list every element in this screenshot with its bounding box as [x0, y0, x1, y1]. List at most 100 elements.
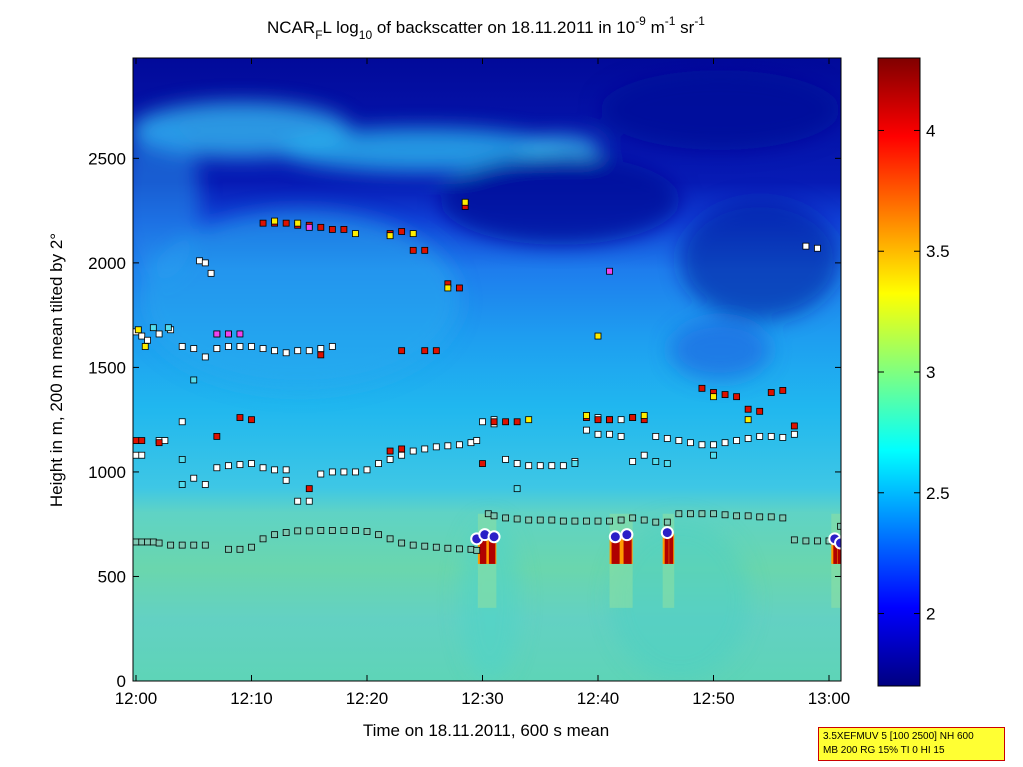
resid-marker-42: [606, 430, 613, 438]
cyan-marker-8: [663, 460, 671, 467]
plot-frame: [132, 57, 842, 682]
upper-marker-8: [213, 345, 221, 352]
resid-marker-40: [583, 426, 590, 434]
magenta-marker-1: [224, 330, 232, 338]
bl-marker-14: [282, 529, 290, 536]
bl-marker-8: [201, 541, 209, 549]
red-marker-16: [305, 485, 313, 493]
red-marker-30: [502, 418, 510, 426]
resid-marker-33: [502, 455, 510, 463]
bl-marker-3: [149, 538, 157, 546]
upper-marker-29: [802, 242, 810, 250]
bl-marker-0: [133, 538, 140, 546]
resid-marker-30: [467, 439, 475, 447]
red-marker-6: [236, 414, 244, 421]
cyan-marker-4: [178, 455, 186, 463]
bl-marker-27: [432, 543, 440, 551]
red-marker-7: [248, 416, 255, 424]
bl-marker-1: [138, 538, 146, 546]
yellow-marker-2: [271, 217, 279, 225]
bl-marker-13: [271, 531, 279, 539]
yellow-marker-10: [583, 412, 590, 419]
bl-marker-23: [386, 535, 394, 543]
upper-marker-9: [224, 343, 232, 350]
red-marker-20: [432, 347, 440, 355]
resid-marker-3: [161, 437, 169, 444]
colorbar: [877, 57, 921, 687]
resid-marker-58: [790, 430, 798, 438]
red-marker-15: [340, 226, 348, 233]
bl-marker-12: [259, 535, 267, 543]
bl-marker-40: [571, 517, 579, 525]
y-tick-label-5: 2500: [88, 149, 126, 168]
resid-marker-24: [398, 451, 406, 459]
resid-marker-48: [675, 437, 683, 444]
resid-marker-22: [375, 460, 382, 467]
cloud-column-a-2: [664, 535, 669, 564]
upper-marker-20: [201, 259, 209, 267]
bl-marker-28: [444, 544, 452, 552]
red-marker-46: [779, 387, 787, 394]
upper-marker-14: [282, 349, 290, 357]
red-marker-39: [698, 384, 706, 392]
aerosol-yellow-markers: [134, 198, 752, 424]
resid-marker-45: [640, 451, 648, 459]
cloud-column-a-1: [611, 538, 620, 564]
resid-marker-23: [386, 455, 394, 463]
cloud-base-markers: [470, 526, 841, 550]
bl-marker-50: [687, 510, 694, 518]
x-tick-label-1: 12:10: [230, 689, 273, 708]
resid-marker-12: [271, 466, 279, 474]
upper-marker-17: [317, 345, 325, 352]
resid-marker-35: [525, 462, 533, 470]
resid-marker-53: [733, 437, 740, 444]
upper-marker-12: [259, 345, 267, 352]
upper-marker-10: [236, 343, 244, 350]
bl-marker-43: [606, 517, 613, 525]
cyan-marker-0: [149, 324, 157, 332]
red-marker-19: [421, 347, 429, 355]
bl-marker-18: [328, 527, 336, 534]
cyan-marker-9: [710, 451, 717, 459]
bl-marker-37: [536, 516, 544, 524]
resid-marker-15: [294, 497, 302, 505]
bl-marker-30: [467, 545, 475, 553]
cloud-base-marker-2: [487, 530, 501, 544]
resid-marker-17: [317, 470, 325, 478]
cloud-base-marker-4: [620, 528, 634, 542]
bl-marker-58: [779, 514, 787, 522]
magenta-marker-3: [305, 223, 313, 231]
resid-marker-44: [629, 458, 637, 465]
upper-marker-21: [207, 269, 215, 277]
cbar-tick-label-1: 2.5: [926, 484, 950, 503]
resid-marker-10: [248, 460, 255, 467]
red-marker-14: [328, 226, 336, 233]
resid-marker-52: [721, 439, 729, 447]
x-tick-label-3: 12:30: [461, 689, 504, 708]
bl-marker-16: [305, 527, 313, 535]
resid-marker-47: [663, 435, 671, 442]
red-marker-33: [398, 445, 406, 453]
bl-marker-19: [340, 527, 348, 534]
y-tick-label-3: 1500: [88, 358, 126, 377]
red-marker-5: [213, 432, 221, 440]
red-marker-31: [513, 418, 521, 426]
resid-marker-37: [548, 462, 556, 470]
red-marker-43: [744, 405, 752, 413]
resid-marker-41: [594, 430, 602, 438]
bl-marker-55: [744, 512, 752, 520]
cyan-marker-7: [652, 458, 660, 465]
bl-marker-24: [398, 539, 406, 547]
bl-marker-38: [548, 516, 556, 524]
resid-marker-19: [340, 468, 348, 476]
yellow-marker-3: [294, 219, 302, 227]
bl-marker-44: [617, 516, 625, 524]
x-tick-label-5: 12:50: [692, 689, 735, 708]
red-marker-22: [398, 228, 406, 235]
cloud-base-marker-3: [608, 530, 622, 544]
resid-marker-18: [328, 468, 336, 476]
bl-marker-35: [513, 515, 521, 523]
upper-marker-6: [190, 345, 198, 352]
info-line-2: MB 200 RG 15% TI 0 HI 15: [823, 745, 945, 756]
aerosol-magenta-markers: [213, 223, 613, 338]
